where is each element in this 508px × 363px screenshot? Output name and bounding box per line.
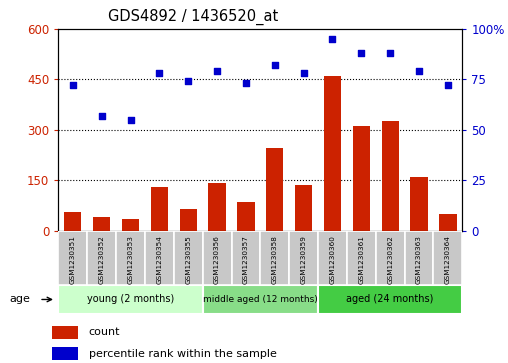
Bar <box>58 231 87 285</box>
Bar <box>410 177 428 231</box>
Bar <box>58 285 203 314</box>
Point <box>69 82 77 88</box>
Text: percentile rank within the sample: percentile rank within the sample <box>88 349 276 359</box>
Bar <box>52 326 78 339</box>
Text: GSM1230354: GSM1230354 <box>156 235 163 284</box>
Point <box>415 69 423 74</box>
Bar <box>52 347 78 360</box>
Bar <box>203 285 318 314</box>
Point <box>242 81 250 86</box>
Text: count: count <box>88 327 120 337</box>
Bar <box>295 185 312 231</box>
Text: GSM1230363: GSM1230363 <box>416 235 422 284</box>
Bar <box>203 231 232 285</box>
Text: GSM1230362: GSM1230362 <box>387 235 393 284</box>
Bar <box>116 231 145 285</box>
Text: GDS4892 / 1436520_at: GDS4892 / 1436520_at <box>108 9 278 25</box>
Bar <box>439 214 457 231</box>
Bar <box>93 217 110 231</box>
Text: middle aged (12 months): middle aged (12 months) <box>203 295 318 304</box>
Text: GSM1230355: GSM1230355 <box>185 235 191 284</box>
Bar <box>237 202 255 231</box>
Text: age: age <box>9 294 30 305</box>
Text: GSM1230361: GSM1230361 <box>358 235 364 284</box>
Text: GSM1230360: GSM1230360 <box>330 235 335 284</box>
Text: GSM1230352: GSM1230352 <box>99 235 105 284</box>
Bar <box>289 231 318 285</box>
Bar <box>87 231 116 285</box>
Text: GSM1230356: GSM1230356 <box>214 235 220 284</box>
Text: GSM1230357: GSM1230357 <box>243 235 249 284</box>
Point <box>155 70 164 76</box>
Bar <box>122 219 139 231</box>
Bar <box>382 121 399 231</box>
Bar <box>180 209 197 231</box>
Bar <box>347 231 376 285</box>
Bar <box>174 231 203 285</box>
Text: GSM1230351: GSM1230351 <box>70 235 76 284</box>
Bar <box>266 148 283 231</box>
Bar <box>145 231 174 285</box>
Bar <box>318 231 347 285</box>
Bar <box>318 285 462 314</box>
Bar <box>151 187 168 231</box>
Bar <box>64 212 81 231</box>
Bar <box>353 126 370 231</box>
Bar <box>433 231 462 285</box>
Point <box>328 36 336 42</box>
Bar <box>324 76 341 231</box>
Point <box>271 62 279 68</box>
Text: GSM1230364: GSM1230364 <box>445 235 451 284</box>
Bar <box>232 231 261 285</box>
Text: GSM1230359: GSM1230359 <box>301 235 307 284</box>
Point <box>357 50 365 56</box>
Text: GSM1230358: GSM1230358 <box>272 235 278 284</box>
Bar <box>208 183 226 231</box>
Point <box>213 69 221 74</box>
Point <box>98 113 106 119</box>
Text: young (2 months): young (2 months) <box>87 294 174 305</box>
Point <box>184 78 193 84</box>
Bar <box>376 231 404 285</box>
Bar <box>404 231 433 285</box>
Bar <box>261 231 289 285</box>
Point <box>300 70 308 76</box>
Text: aged (24 months): aged (24 months) <box>346 294 434 305</box>
Text: GSM1230353: GSM1230353 <box>128 235 134 284</box>
Point <box>386 50 394 56</box>
Point <box>126 117 135 123</box>
Point <box>444 82 452 88</box>
